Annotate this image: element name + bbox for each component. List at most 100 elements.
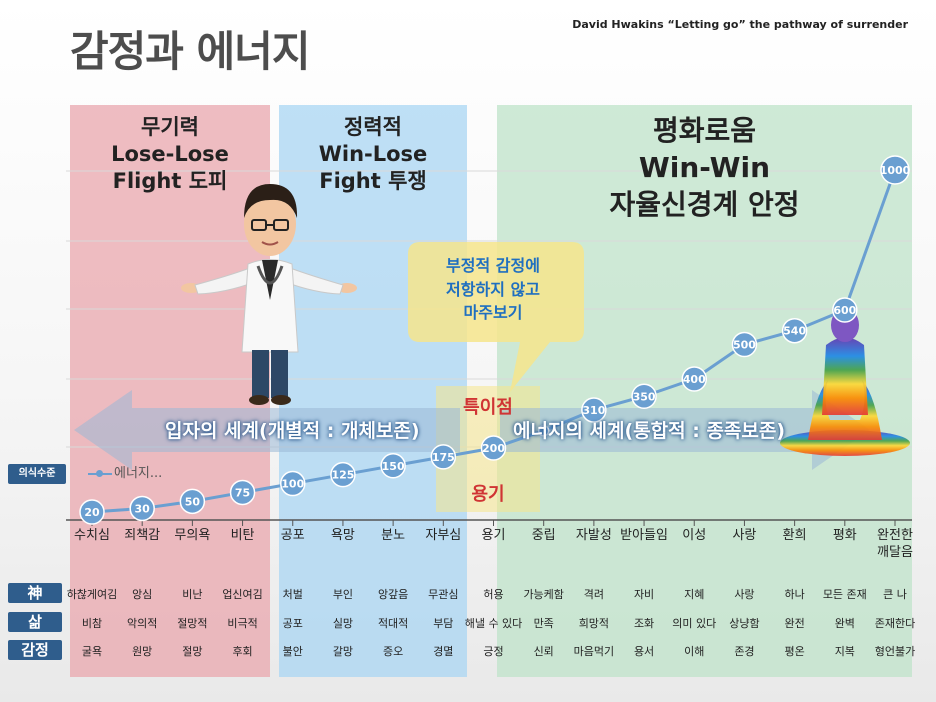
x-tick-label: 자부심 [425,528,462,543]
data-point [179,488,206,515]
table-cell-god: 앙심 [132,588,153,601]
zone-lose-lose-line-1: 무기력 [141,115,199,139]
table-cell-emotion: 긍정 [483,645,504,658]
table-cell-life: 적대적 [377,617,409,630]
data-label: 75 [235,486,250,499]
y-axis-label: 의식수준 [8,464,66,484]
table-cell-emotion: 원망 [132,645,153,658]
x-tick-label: 환희 [782,528,807,543]
table-cell-god: 자비 [633,588,655,601]
table-cell-emotion: 용서 [633,645,655,658]
table-cell-god: 모든 존재 [822,588,867,601]
table-cell-emotion: 후회 [232,645,253,658]
table-cell-life: 완전 [784,617,805,630]
energy-series: 20 30 50 75 100 125 150 175 200 310 350 400 500 540 60… [79,155,911,525]
data-label: 50 [185,495,201,508]
table-cell-life: 존재한다 [874,617,916,630]
zone-lose-lose [70,105,270,677]
table-cell-life: 완벽 [834,617,855,630]
data-point [380,453,406,479]
data-point [280,470,306,497]
table-cell-god: 앙갚음 [377,588,409,601]
table-cell-life: 부담 [433,617,454,630]
speech-bubble [408,242,584,392]
x-tick-label: 중립 [531,528,556,543]
x-tick-label: 욕망 [330,528,355,543]
zone-win-lose-line-2: Win-Lose [318,141,428,166]
table-cell-god: 하찮게여김 [66,588,118,601]
data-point [330,461,356,488]
table-cell-emotion: 경멸 [433,645,454,658]
table-cell-god: 허용 [483,588,504,601]
table-cell-emotion: 절망 [182,645,203,658]
table-cell-life: 악의적 [127,617,158,630]
zone-win-win-line-3: 자율신경계 안정 [609,187,800,221]
data-label: 600 [833,304,856,317]
zone-win-win-line-2: Win-Win [638,150,771,184]
table-cell-life: 실망 [332,617,354,630]
bubble-text: 부정적 감정에 저항하지 않고 마주보기 [408,254,578,325]
table-cell-emotion: 지복 [834,645,855,658]
table-cell-life: 희망적 [578,617,610,630]
table-cell-god: 비난 [182,588,203,601]
bubble-line-2: 저항하지 않고 [446,279,540,299]
page-title: 감정과 에너지 [70,27,310,76]
chart-legend: 에너지... [88,462,162,481]
zone-lose-lose-line-3: Flight 도피 [112,168,228,193]
zone-win-win-line-1: 평화로움 [652,114,757,147]
data-label: 150 [382,460,405,473]
table-cell-emotion: 신뢰 [533,645,554,658]
data-label: 200 [482,442,505,455]
data-point [430,444,457,470]
source-credit: David Hwakins “Letting go” the pathway o… [572,18,908,31]
table-cell-god: 격려 [583,588,604,601]
data-point [731,331,758,358]
table-cell-god: 하나 [784,588,805,601]
data-label: 540 [783,325,806,338]
table-cell-emotion: 증오 [383,645,404,658]
row-label-god: 神 [8,583,62,603]
row-label-emotion: 감정 [8,640,62,660]
legend-text: 에너지... [114,466,163,481]
table-cell-life: 공포 [282,617,303,630]
data-label: 125 [331,469,354,482]
data-point [681,366,707,392]
table-cell-life: 비참 [81,617,103,630]
x-tick-label: 수치심 [74,528,110,543]
table-cell-god: 큰 나 [883,588,907,601]
table-cell-emotion: 마음먹기 [573,645,615,658]
table-cell-emotion: 불안 [282,645,303,658]
bubble-line-1: 부정적 감정에 [446,256,540,275]
table-cell-god: 부인 [332,588,354,601]
data-point [79,499,105,525]
legend-swatch [88,469,112,477]
table-cell-life: 의미 있다 [672,617,717,630]
table-cell-god: 가능케함 [523,588,564,601]
data-label: 400 [683,373,706,386]
table-cell-life: 만족 [533,617,554,630]
x-tick-label: 자발성 [575,528,612,543]
x-tick-label: 용기 [481,528,506,543]
data-label: 30 [135,502,151,515]
table-cell-god: 업신여김 [222,588,263,601]
zone-lose-lose-line-2: Lose-Lose [111,141,229,166]
data-point [480,435,507,461]
table-cell-life: 해낼 수 있다 [464,617,523,630]
table-cell-life: 비극적 [227,617,258,630]
x-tick-label: 이성 [682,528,707,543]
table-cell-god: 처벌 [282,588,303,601]
x-tick-label: 받아들임 [620,528,668,543]
table-cell-life: 조화 [633,617,655,630]
data-point [537,425,550,437]
data-point [229,479,256,506]
data-point [581,397,607,423]
bubble-line-3: 마주보기 [463,303,523,323]
arrow-right-label: 에너지의 세계(통합적 : 종족보존) [513,420,786,442]
table-cell-life: 상냥함 [729,617,760,630]
data-point [832,297,858,323]
data-point [631,383,657,409]
table-cell-emotion: 갈망 [332,645,354,658]
table-cell-god: 사랑 [734,588,755,601]
courage-label: 용기 [471,484,505,505]
data-label: 1000 [880,164,911,177]
